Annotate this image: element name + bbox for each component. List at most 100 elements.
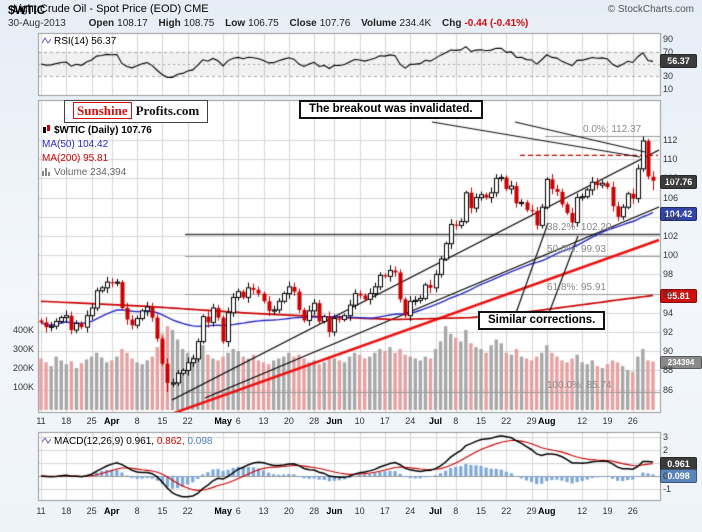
open-value: 108.17 (117, 18, 148, 29)
x-axis-label: 18 (61, 506, 72, 516)
ma200-legend-text: MA(200) 95.81 (42, 153, 109, 164)
macd-legend: MACD(12,26,9) 0.961, 0.862, 0.098 (41, 436, 213, 447)
price-axis-label: 90 (663, 346, 674, 357)
chg-value: -0.44 (-0.41%) (464, 18, 529, 29)
fib-retracement-label: 100.0%: 85.74 (547, 380, 612, 392)
fib-retracement-label: 38.2%: 102.20 (547, 222, 612, 234)
x-axis-label: 26 (627, 416, 638, 426)
ma50-legend-text: MA(50) 104.42 (42, 139, 109, 150)
macd-axis-label: -1 (663, 484, 672, 494)
volume-bars-icon (42, 168, 50, 176)
x-axis-label: 24 (405, 416, 416, 426)
x-axis-label: 26 (627, 506, 638, 516)
fib-retracement-label: 50.0%: 99.93 (547, 243, 606, 255)
high-value: 108.75 (183, 18, 215, 29)
volume-legend: Volume 234,394 (42, 167, 126, 178)
volume-axis-label: 200K (12, 363, 34, 373)
rsi-legend-text: RSI(14) 56.37 (54, 36, 117, 47)
macd-axis-label: 1 (663, 458, 669, 468)
x-axis-label: May (214, 506, 232, 516)
chg-label: Chg (442, 18, 462, 29)
logo-sunshine: Sunshine (73, 102, 132, 119)
price-axis-label: 86 (663, 384, 674, 395)
low-value: 106.75 (248, 18, 279, 29)
x-axis-label: 8 (453, 506, 459, 516)
high-label: High (158, 18, 181, 29)
ma200-legend: MA(200) 95.81 (42, 153, 108, 164)
x-axis-label: 11 (36, 506, 46, 516)
ma50-value-badge: 104.42 (660, 207, 697, 221)
ma200-value-badge: 95.81 (660, 289, 697, 303)
logo-profits: Profits.com (135, 103, 200, 118)
price-axis-label: 88 (663, 365, 674, 376)
x-axis-label: 10 (354, 506, 365, 516)
x-axis-label: 29 (526, 506, 537, 516)
price-axis-label: 106 (663, 192, 679, 203)
rsi-value-badge: 56.37 (660, 54, 697, 68)
rsi-axis-label: 50 (663, 59, 674, 69)
symbol-legend: $WTIC (Daily) 107.76 (42, 125, 152, 136)
macd-indicator-icon (41, 437, 52, 444)
close-label: Close (289, 18, 317, 29)
x-axis-label: May (214, 416, 232, 426)
macd-hist-badge: 0.098 (660, 469, 697, 483)
macd-hist-value: 0.098 (187, 436, 213, 447)
x-axis-label: 22 (501, 416, 512, 426)
x-axis-label: Aug (538, 416, 556, 426)
quote-line: 30-Aug-2013 Open 108.17 High 108.75 Low 106… (8, 18, 528, 29)
open-label: Open (88, 18, 115, 29)
price-axis-label: 104 (663, 211, 679, 222)
price-axis-label: 96 (663, 288, 674, 299)
x-axis-label: 18 (61, 416, 72, 426)
x-axis-label: Jun (326, 506, 343, 516)
macd-axis-label: 3 (663, 432, 669, 442)
candlestick-icon (43, 125, 50, 133)
macd-value: 0.961, (126, 436, 155, 447)
x-axis-label: 15 (476, 416, 487, 426)
rsi-legend: RSI(14) 56.37 (41, 36, 117, 47)
x-axis-label: 29 (526, 416, 537, 426)
x-axis-label: 11 (36, 416, 46, 426)
volume-axis-label: 400K (12, 325, 34, 335)
x-axis-label: 15 (157, 506, 168, 516)
low-label: Low (225, 18, 246, 29)
fib-retracement-label: 61.8%: 95.91 (547, 282, 606, 294)
x-axis-label: 22 (182, 416, 193, 426)
x-axis-label: Apr (104, 506, 120, 516)
price-axis-label: 94 (663, 307, 674, 318)
x-axis-label: 13 (258, 506, 269, 516)
rsi-indicator-icon (41, 37, 52, 44)
x-axis-label: 12 (577, 416, 588, 426)
copyright: © StockCharts.com (607, 4, 694, 15)
x-axis-label: Aug (538, 506, 556, 516)
close-value: 107.76 (319, 18, 351, 29)
ma50-legend: MA(50) 104.42 (42, 139, 108, 150)
volume-legend-text: Volume 234,394 (54, 167, 127, 178)
volume-value: 234.4K (399, 18, 432, 29)
x-axis-label: 10 (354, 416, 365, 426)
x-axis-label: 12 (577, 506, 588, 516)
x-axis-label: 20 (283, 416, 294, 426)
sunshine-profits-logo: Sunshine Profits.com (64, 100, 209, 123)
x-axis-label: 6 (235, 506, 241, 516)
volume-axis-label: 100K (12, 382, 34, 392)
price-axis-label: 98 (663, 269, 674, 280)
macd-signal-value: 0.862, (156, 436, 185, 447)
x-axis-label: 6 (235, 416, 241, 426)
x-axis-label: 22 (182, 506, 193, 516)
fib-retracement-label: 0.0%: 112.37 (583, 124, 642, 136)
x-axis-label: 25 (86, 416, 97, 426)
x-axis-label: Jul (428, 506, 442, 516)
x-axis-label: Jul (428, 416, 442, 426)
x-axis-label: 13 (258, 416, 269, 426)
x-axis-label: 22 (501, 506, 512, 516)
annotation-similar-corrections: Similar corrections. (478, 311, 606, 330)
last-price-badge: 107.76 (660, 175, 697, 189)
chart-title: Light Crude Oil - Spot Price (EOD) CME (13, 3, 209, 15)
x-axis-label: 8 (134, 416, 140, 426)
x-axis-label: 8 (134, 506, 140, 516)
x-axis-label: 17 (379, 416, 390, 426)
volume-axis-label: 300K (12, 344, 34, 354)
